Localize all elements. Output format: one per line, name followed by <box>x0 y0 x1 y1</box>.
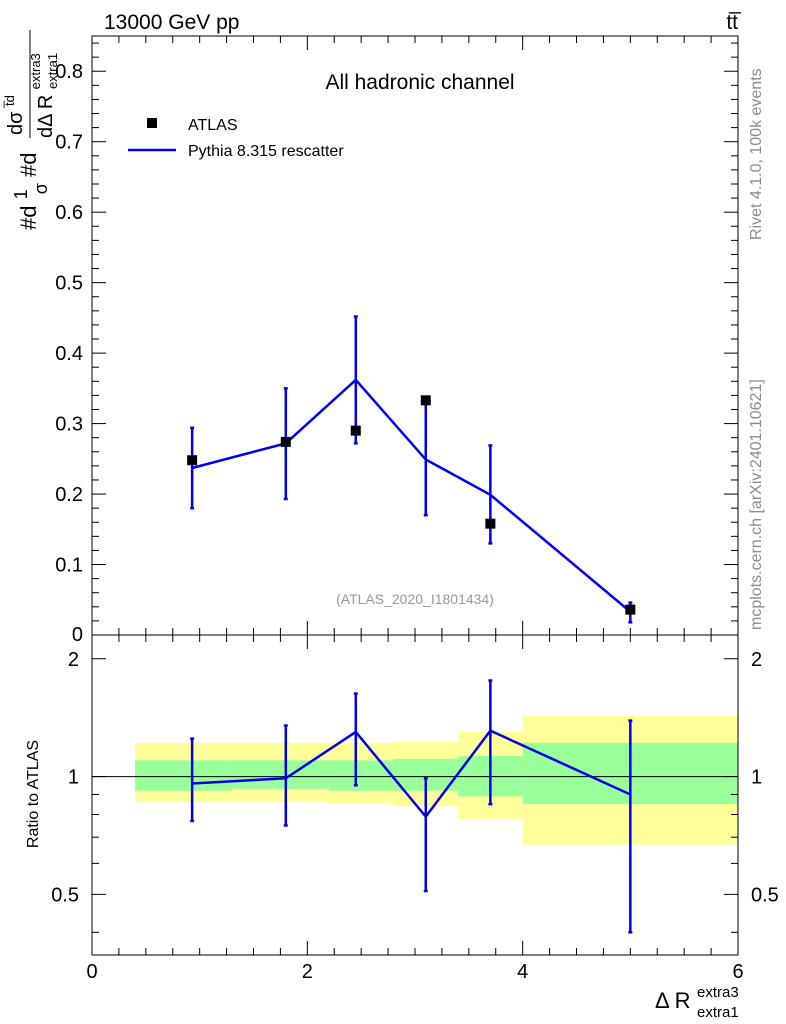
ratio-pythia-line <box>192 729 631 819</box>
pythia-error-bars <box>190 315 633 624</box>
ratio-y-tick-label-right: 2 <box>751 649 762 671</box>
y-tick-label: 0.8 <box>55 61 83 83</box>
mcplots-label: mcplots.cern.ch [arXiv:2401.10621] <box>748 379 765 630</box>
ylabel-numerator: dσ <box>5 111 27 135</box>
x-axis-label-sub: extra1 <box>697 1004 739 1021</box>
ratio-x-tick-labels: 0 2 4 6 <box>86 961 743 983</box>
ylabel-part-a: #d <box>16 206 41 230</box>
ylabel-part-one: 1 <box>11 189 31 199</box>
x-tick-label: 2 <box>302 961 313 983</box>
ylabel-numerator-sup: t̅d <box>2 95 17 108</box>
process-label: tt̅ <box>726 11 742 34</box>
x-axis-label: Δ R extra3 extra1 <box>655 984 739 1021</box>
main-panel-y-tick-labels: 0.1 0.2 0.3 0.4 0.5 0.6 0.7 0.8 0 <box>55 61 83 646</box>
ratio-y-tick-label-right: 1 <box>751 767 762 789</box>
ratio-band-inner <box>135 760 232 791</box>
main-panel-ticks <box>91 36 739 635</box>
analysis-watermark: (ATLAS_2020_I1801434) <box>336 591 494 607</box>
ratio-panel-ticks <box>91 635 739 955</box>
ylabel-denominator: dΔ R <box>35 95 57 138</box>
y-tick-label: 0.5 <box>55 273 83 295</box>
atlas-marker <box>485 518 496 529</box>
svg-text:dσ t̅d: dσ t̅d <box>2 95 27 135</box>
ylabel-denominator-sub: extra1 <box>45 53 60 89</box>
y-tick-label: 0.6 <box>55 202 83 224</box>
ratio-error-bars <box>190 679 633 934</box>
ratio-panel: 0.5 0.5 1 1 2 2 0 2 4 6 Ratio to ATLAS Δ R extra… <box>25 634 779 1021</box>
ratio-uncertainty-bands <box>135 715 738 845</box>
svg-text:Δ R: Δ R <box>655 988 690 1013</box>
ratio-band-inner <box>231 760 329 789</box>
legend-pythia-label: Pythia 8.315 rescatter <box>188 143 344 160</box>
y-tick-label: 0.3 <box>55 414 83 436</box>
x-tick-label: 0 <box>86 961 97 983</box>
ylabel-part-sigma: σ <box>31 183 51 194</box>
atlas-marker <box>625 604 636 615</box>
y-tick-label: 0.7 <box>55 132 83 154</box>
atlas-marker <box>280 436 291 447</box>
ylabel-part-b: #d <box>16 153 41 177</box>
legend-atlas-label: ATLAS <box>188 117 238 134</box>
x-tick-label: 4 <box>517 961 528 983</box>
x-tick-label: 6 <box>732 961 743 983</box>
atlas-marker <box>187 455 198 466</box>
y-tick-label-zero: 0 <box>72 624 83 646</box>
ratio-y-tick-label-left: 0.5 <box>51 884 79 906</box>
pythia-line <box>191 378 632 613</box>
ratio-y-tick-label-left: 2 <box>68 649 79 671</box>
y-tick-label: 0.1 <box>55 555 83 577</box>
main-y-axis-label: #d 1 σ #d dσ t̅d dΔ R extra1 extra3 <box>2 30 62 230</box>
channel-title: All hadronic channel <box>325 71 514 94</box>
ratio-y-tick-label-right: 0.5 <box>751 884 779 906</box>
atlas-marker <box>350 425 361 436</box>
ratio-y-axis-label: Ratio to ATLAS <box>25 740 42 848</box>
y-tick-label: 0.2 <box>55 484 83 506</box>
y-tick-label: 0.4 <box>55 343 83 365</box>
svg-text:#d 1 σ: #d 1 σ #d <box>7 153 52 230</box>
x-axis-label-main: Δ R <box>655 988 690 1013</box>
x-axis-label-sup: extra3 <box>697 984 739 1001</box>
svg-text:dΔ R extra1 ex: dΔ R extra1 extra3 <box>28 47 62 138</box>
ylabel-denominator-sup: extra3 <box>28 53 43 89</box>
atlas-marker <box>420 395 431 406</box>
atlas-markers <box>187 395 636 615</box>
ratio-y-tick-label-left: 1 <box>68 767 79 789</box>
ratio-y-tick-labels: 0.5 0.5 1 1 2 2 <box>51 649 779 907</box>
energy-label: 13000 GeV pp <box>104 11 239 34</box>
legend: ATLAS Pythia 8.315 rescatter <box>128 117 344 160</box>
rivet-version-label: Rivet 4.1.0, 100k events <box>748 68 765 240</box>
main-panel: 0.1 0.2 0.3 0.4 0.5 0.6 0.7 0.8 0 All hadronic c… <box>2 30 739 646</box>
legend-atlas-marker <box>147 118 157 128</box>
